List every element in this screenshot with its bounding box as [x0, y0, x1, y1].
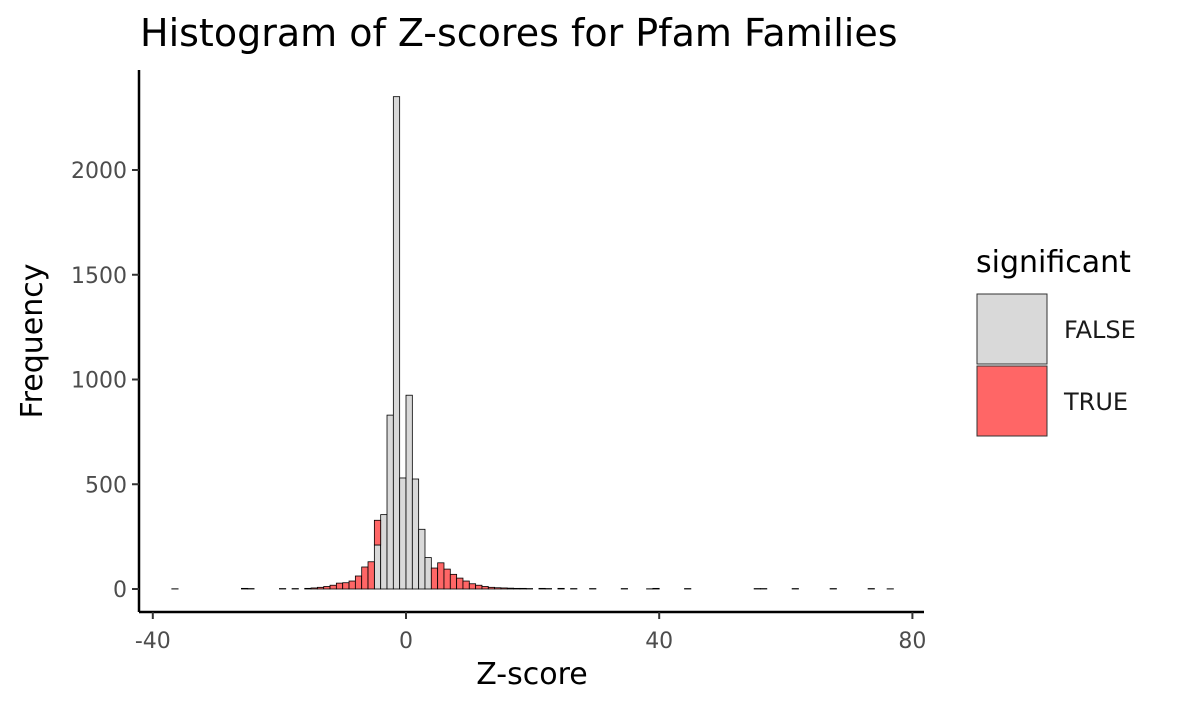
histogram-bars — [171, 96, 894, 590]
legend-key-false — [976, 293, 1048, 365]
legend-label-false: FALSE — [1064, 316, 1136, 344]
bar-false-8 — [424, 557, 432, 590]
bar-true-33 — [538, 587, 546, 590]
bar-true-24 — [475, 584, 483, 590]
x-tick-label-2: 40 — [645, 629, 673, 654]
legend-title: significant — [976, 245, 1131, 280]
bar-true-12 — [348, 580, 356, 590]
bar-true-10 — [335, 582, 344, 590]
bar-true-35 — [557, 587, 565, 590]
legend-key-true — [976, 365, 1048, 437]
y-tick-label-3: 1500 — [71, 264, 127, 289]
bar-true-28 — [500, 587, 508, 590]
bar-true-6 — [310, 587, 318, 590]
x-tick-label-0: -40 — [135, 629, 171, 654]
bar-true-16 — [373, 519, 382, 546]
bar-true-11 — [342, 582, 350, 590]
legend: significant FALSE TRUE — [976, 245, 1136, 437]
bar-true-26 — [487, 586, 496, 590]
bar-true-7 — [316, 586, 325, 590]
bar-true-1 — [241, 587, 249, 590]
bar-true-19 — [443, 568, 451, 590]
bar-false-4 — [399, 477, 407, 590]
bar-true-5 — [304, 587, 312, 590]
bar-true-17 — [430, 567, 439, 590]
legend-label-true: TRUE — [1063, 388, 1128, 416]
bar-false-7 — [418, 528, 426, 590]
bar-true-31 — [519, 587, 527, 590]
bar-false-6 — [411, 478, 420, 590]
bar-false-0 — [373, 544, 382, 590]
y-tick-label-4: 2000 — [71, 159, 127, 184]
chart-title: Histogram of Z-scores for Pfam Families — [140, 11, 898, 55]
y-axis-title: Frequency — [15, 264, 50, 419]
bar-true-18 — [437, 562, 445, 590]
x-tick-label-1: 0 — [399, 629, 413, 654]
bar-true-8 — [323, 586, 331, 590]
bar-true-13 — [354, 575, 363, 590]
bar-true-40 — [652, 587, 660, 590]
bar-false-5 — [405, 394, 413, 590]
bar-false-1 — [380, 514, 388, 590]
bar-true-30 — [513, 587, 521, 590]
bar-true-9 — [329, 584, 337, 590]
bar-true-25 — [481, 586, 489, 590]
bar-true-14 — [361, 566, 369, 590]
y-tick-label-0: 0 — [113, 578, 127, 603]
bar-true-27 — [494, 587, 502, 590]
bar-true-29 — [506, 587, 515, 590]
bar-false-3 — [392, 96, 401, 590]
bar-true-23 — [468, 583, 477, 590]
bar-true-22 — [462, 580, 470, 590]
bar-true-20 — [449, 573, 458, 590]
y-tick-label-1: 500 — [85, 473, 127, 498]
axes: -40 0 40 80 0 500 1000 1500 2000 — [71, 70, 926, 654]
bar-true-15 — [367, 561, 375, 590]
bar-false-2 — [386, 414, 394, 590]
y-tick-label-2: 1000 — [71, 369, 127, 394]
x-tick-label-3: 80 — [898, 629, 926, 654]
bar-true-21 — [456, 577, 464, 590]
x-axis-title: Z-score — [476, 657, 587, 692]
